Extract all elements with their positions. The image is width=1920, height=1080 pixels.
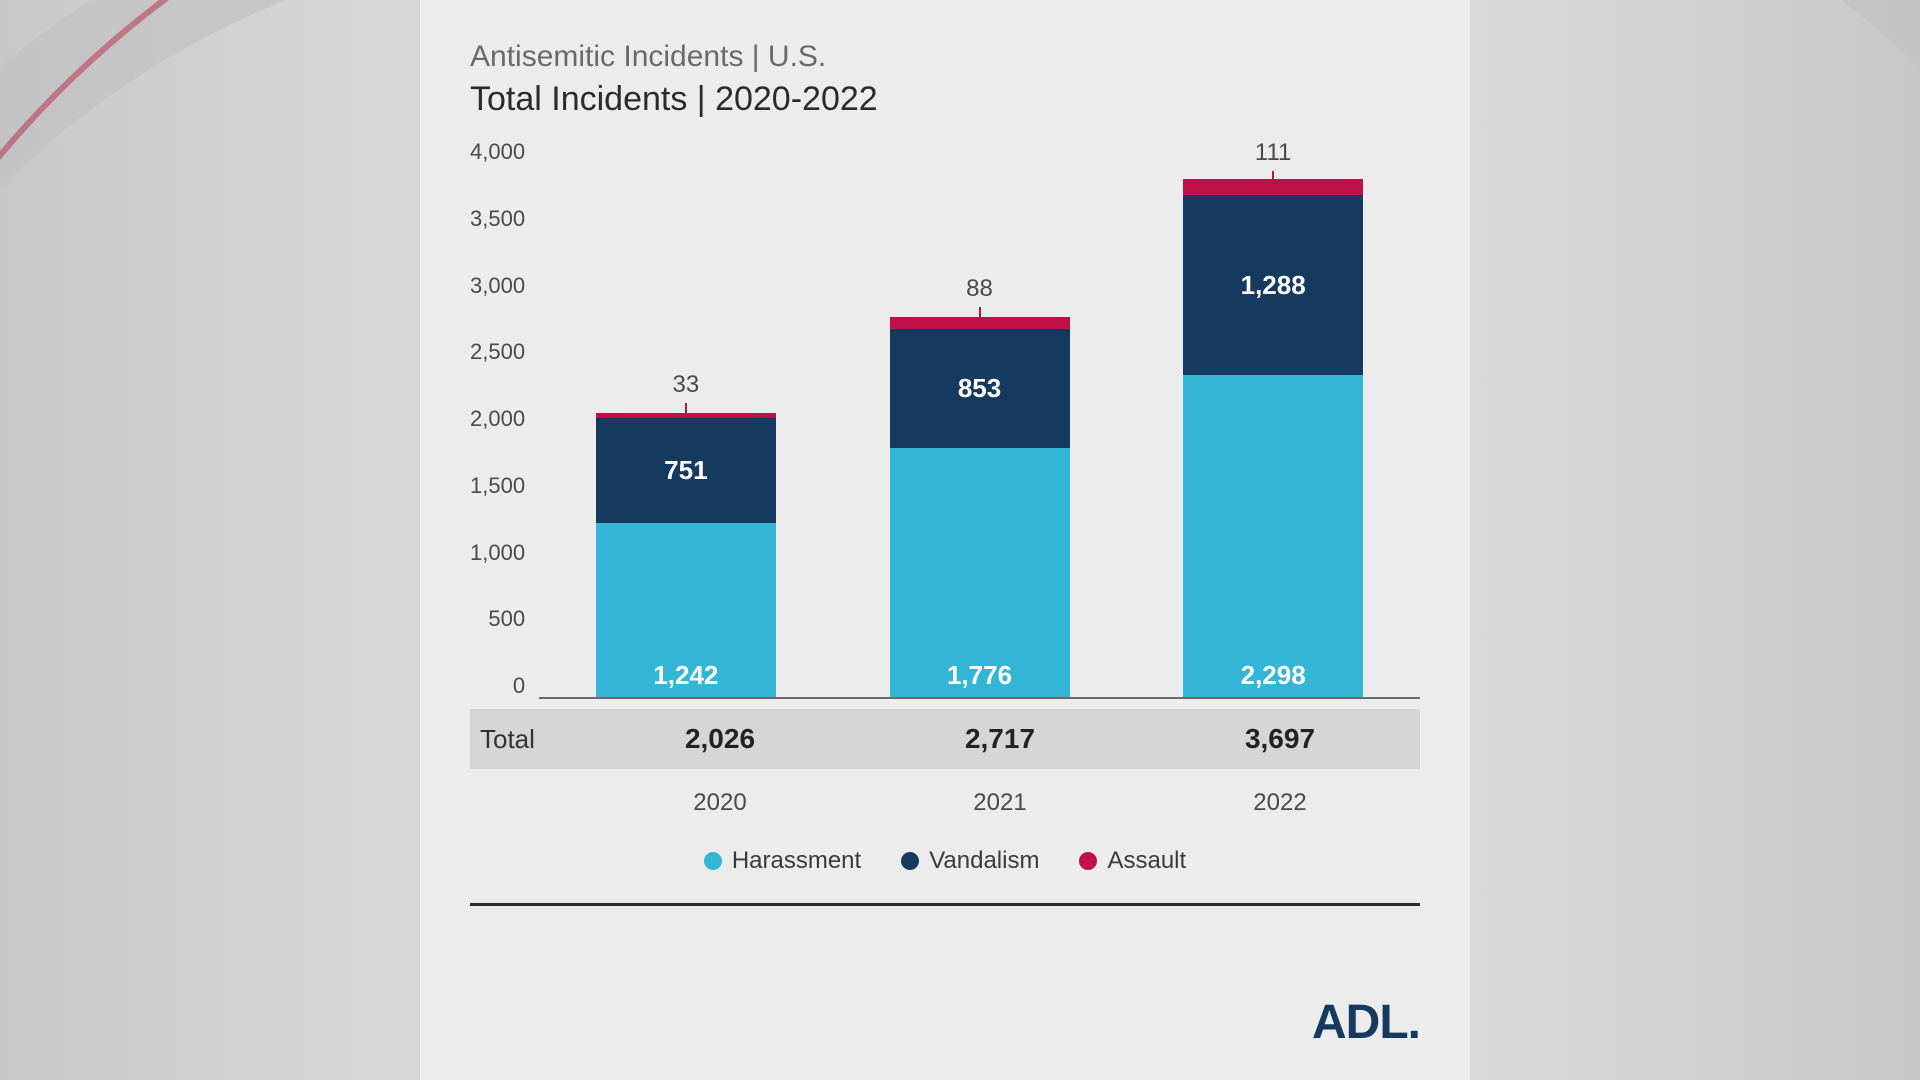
bar-column: 88 1,776853 [880,139,1080,697]
bar-segment [890,317,1070,329]
plot-area: 33 1,242751 88 1,776853 111 2,2981,288 [539,139,1420,699]
totals-label: Total [470,724,580,755]
totals-row: Total 2,026 2,717 3,697 [470,709,1420,769]
footer-rule [470,903,1420,906]
y-tick: 1,500 [470,473,525,499]
bar-segment: 853 [890,329,1070,448]
y-axis: 4,000 3,500 3,000 2,500 2,000 1,500 1,000 500 0 [470,139,539,699]
chart-title: Total Incidents | 2020-2022 [470,80,1420,119]
legend-item: Harassment [704,847,861,875]
adl-logo: ADL. [1312,995,1420,1050]
bar-tick [685,403,687,413]
bar-segment [1183,179,1363,195]
category-label: 2020 [620,789,820,817]
legend-item: Assault [1079,847,1186,875]
bar-tick [1272,171,1274,179]
legend-label: Assault [1107,847,1186,875]
legend-label: Vandalism [929,847,1039,875]
category-label: 2021 [900,789,1100,817]
bar-stack: 1,242751 [596,413,776,697]
total-value: 2,026 [620,723,820,755]
category-axis: 2020 2021 2022 [580,789,1420,817]
y-tick: 0 [513,673,525,699]
legend-swatch [1079,852,1097,870]
bar-tick [979,307,981,317]
bar-segment: 1,242 [596,523,776,697]
legend: Harassment Vandalism Assault [470,847,1420,875]
chart-card: Antisemitic Incidents | U.S. Total Incid… [420,0,1470,1080]
bar-segment: 2,298 [1183,375,1363,697]
y-tick: 2,500 [470,339,525,365]
legend-swatch [901,852,919,870]
bar-stack: 2,2981,288 [1183,179,1363,697]
y-tick: 3,000 [470,273,525,299]
chart-area: 4,0003,5003,0002,5002,0001,5001,0005000 … [470,139,1420,709]
y-tick: 3,500 [470,206,525,232]
y-tick: 4,000 [470,139,525,165]
chart-supertitle: Antisemitic Incidents | U.S. [470,40,1420,74]
legend-swatch [704,852,722,870]
bar-segment: 751 [596,418,776,523]
bar-stack: 1,776853 [890,317,1070,697]
bar-column: 33 1,242751 [586,139,786,697]
legend-label: Harassment [732,847,861,875]
logo-text: ADL [1312,996,1408,1049]
bar-segment: 1,288 [1183,195,1363,375]
bar-segment: 1,776 [890,448,1070,697]
category-label: 2022 [1180,789,1380,817]
bar-column: 111 2,2981,288 [1173,139,1373,697]
bar-top-label: 111 [1255,139,1291,167]
y-tick: 2,000 [470,406,525,432]
y-tick: 1,000 [470,540,525,566]
y-tick: 500 [488,606,525,632]
legend-item: Vandalism [901,847,1039,875]
total-value: 3,697 [1180,723,1380,755]
total-value: 2,717 [900,723,1100,755]
bar-top-label: 88 [966,275,993,303]
bar-top-label: 33 [673,371,700,399]
logo-dot: . [1408,996,1420,1049]
